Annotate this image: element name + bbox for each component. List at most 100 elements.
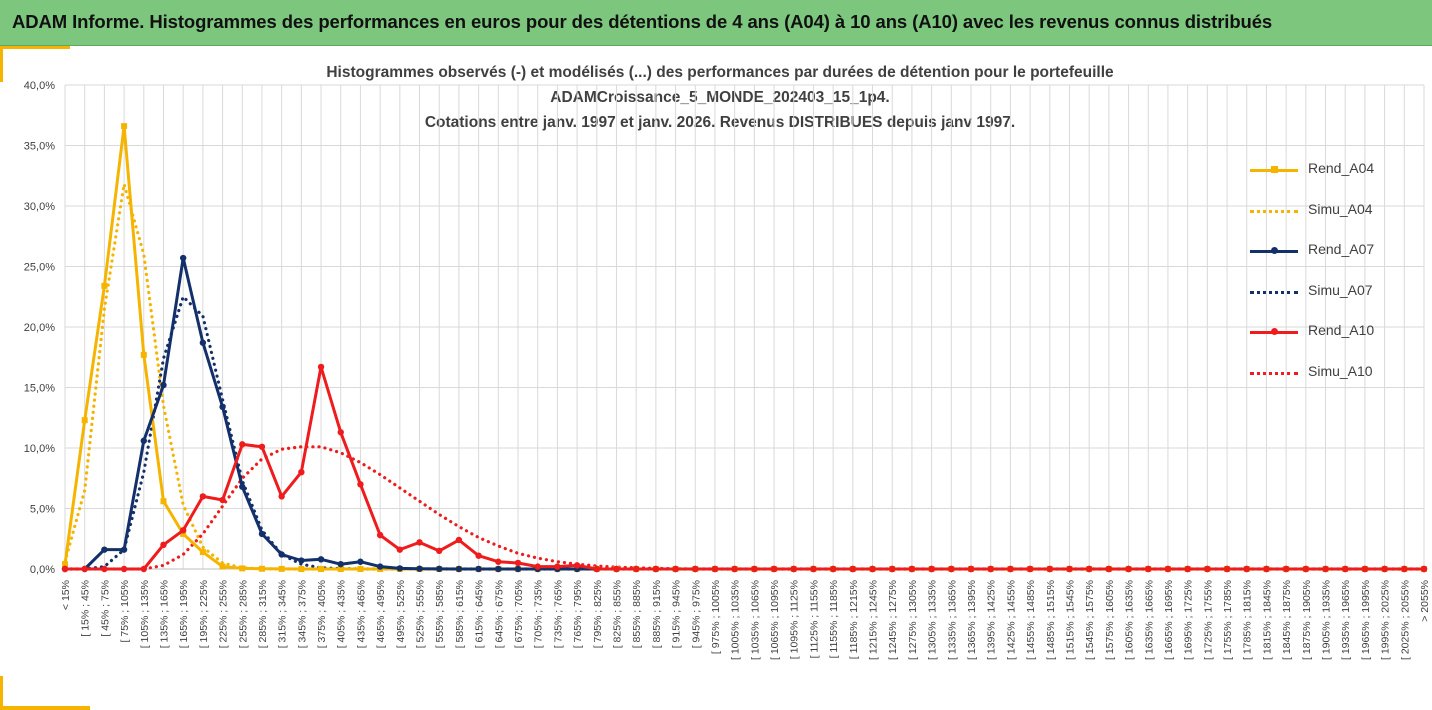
x-tick-label: [ 825% ; 855% (611, 580, 623, 648)
data-point-rend-a10 (731, 565, 738, 573)
series-line-rend-a04 (63, 124, 1426, 571)
x-tick-label: [ 1575% ; 1605% (1104, 580, 1116, 660)
x-tick-label: [ 1095% ; 1125% (789, 580, 801, 659)
x-tick-label: [ 915% ; 945% (671, 580, 683, 648)
data-point-rend-a10 (199, 493, 207, 500)
data-point-rend-a07 (416, 565, 423, 572)
data-point-rend-a10 (258, 443, 266, 450)
data-point-rend-a04 (160, 498, 167, 505)
data-point-rend-a10 (928, 565, 935, 573)
data-point-rend-a07 (317, 556, 325, 563)
x-tick-label: [ 2025% ; 2055% (1399, 580, 1411, 660)
legend-item: Simu_A10 (1238, 353, 1418, 394)
decorative-corner-top (0, 46, 70, 49)
data-point-rend-a10 (1184, 565, 1191, 573)
chart-title-line-2: ADAMCroissance_5_MONDE_202403_15_1p4. (550, 89, 890, 106)
x-tick-label: [ 615% ; 645% (474, 580, 486, 648)
y-tick-label: 10,0% (24, 443, 55, 455)
x-tick-label: [ 1245% ; 1275% (887, 580, 899, 660)
x-tick-label: [ 1005% ; 1035% (730, 580, 742, 660)
x-tick-label: [ 165% ; 195% (178, 580, 190, 648)
x-tick-label: [ 495% ; 525% (395, 580, 407, 648)
x-tick-label: [ 1635% ; 1665% (1143, 580, 1155, 660)
data-point-rend-a07 (436, 565, 443, 573)
x-tick-label: [ 1065% ; 1095% (769, 580, 781, 660)
data-point-rend-a07 (514, 565, 522, 573)
x-tick-label: [ 1905% ; 1935% (1321, 580, 1333, 660)
x-tick-label: [ 1785% ; 1815% (1242, 580, 1254, 660)
x-tick-label: [ 15% ; 45% (80, 580, 92, 637)
x-tick-label: [ 1425% ; 1455% (1005, 580, 1017, 660)
data-point-rend-a10 (120, 565, 128, 573)
data-point-rend-a10 (889, 565, 896, 573)
legend-marker (1271, 247, 1278, 254)
x-tick-label: [ 1395% ; 1425% (986, 580, 998, 660)
banner-title: ADAM Informe. Histogrammes des performan… (12, 11, 1273, 32)
x-tick-label: [ 345% ; 375% (296, 580, 308, 648)
data-point-rend-a07 (495, 565, 502, 573)
x-tick-label: [ 1515% ; 1545% (1064, 580, 1076, 660)
chart-legend: Rend_A04 Simu_A04 Rend_A07 Simu_A07 Rend_A10… (1238, 150, 1418, 393)
data-point-rend-a10 (1263, 565, 1270, 573)
data-point-rend-a07 (298, 557, 305, 564)
data-point-rend-a10 (1282, 565, 1290, 573)
data-point-rend-a10 (573, 562, 581, 569)
data-point-rend-a10 (534, 563, 541, 570)
x-tick-label: [ 1935% ; 1965% (1340, 580, 1352, 660)
x-tick-label: [ 1875% ; 1905% (1301, 580, 1313, 660)
x-tick-label: [ 1815% ; 1845% (1261, 580, 1273, 660)
data-point-rend-a07 (376, 563, 384, 570)
legend-marker (1271, 328, 1278, 335)
data-point-rend-a10 (829, 565, 837, 573)
decorative-corner-bottom-left (0, 676, 3, 710)
data-point-rend-a04 (318, 566, 325, 572)
data-point-rend-a07 (140, 437, 147, 444)
legend-item: Simu_A07 (1238, 272, 1418, 313)
x-tick-label: [ 1035% ; 1065% (749, 580, 761, 660)
x-tick-label: [ 1755% ; 1785% (1222, 580, 1234, 660)
data-point-rend-a10 (908, 565, 916, 573)
legend-item: Rend_A10 (1238, 312, 1418, 353)
legend-swatch (1250, 209, 1298, 213)
data-point-rend-a10 (1342, 565, 1349, 573)
data-point-rend-a10 (239, 441, 246, 448)
data-point-rend-a04 (258, 565, 265, 572)
data-point-rend-a10 (160, 541, 167, 548)
data-point-rend-a07 (101, 546, 108, 553)
data-point-rend-a10 (692, 565, 699, 573)
data-point-rend-a10 (475, 552, 482, 559)
x-tick-label: [ 1845% ; 1875% (1281, 580, 1293, 660)
data-point-rend-a10 (869, 565, 876, 573)
x-tick-label: [ 1695% ; 1725% (1183, 580, 1195, 660)
series-line-rend-a07 (63, 256, 1426, 571)
data-point-rend-a10 (751, 565, 758, 573)
data-point-rend-a04 (239, 565, 246, 572)
x-tick-label: [ 285% ; 315% (257, 580, 269, 648)
y-tick-label: 30,0% (24, 201, 55, 213)
legend-label: Simu_A04 (1308, 200, 1373, 217)
x-tick-label: [ 555% ; 585% (434, 580, 446, 648)
data-point-rend-a10 (1066, 565, 1073, 573)
x-tick-label: [ 1215% ; 1245% (868, 580, 880, 660)
x-tick-label: [ 375% ; 405% (316, 580, 328, 648)
x-tick-label: [ 135% ; 165% (158, 580, 170, 648)
x-tick-label: [ 675% ; 705% (513, 580, 525, 648)
legend-item: Rend_A04 (1238, 150, 1418, 191)
legend-swatch (1250, 290, 1298, 294)
data-point-rend-a07 (160, 381, 167, 389)
legend-item: Rend_A07 (1238, 231, 1418, 272)
data-point-rend-a10 (770, 565, 778, 573)
legend-label: Rend_A04 (1308, 160, 1375, 176)
data-point-rend-a10 (357, 481, 364, 488)
data-point-rend-a10 (593, 565, 600, 573)
x-tick-label: [ 1455% ; 1485% (1025, 580, 1037, 660)
data-point-rend-a10 (1401, 565, 1408, 573)
y-tick-label: 40,0% (24, 80, 55, 92)
x-tick-label: [ 315% ; 345% (277, 580, 289, 648)
data-point-rend-a10 (1243, 565, 1250, 573)
data-point-rend-a10 (436, 547, 443, 555)
data-point-rend-a10 (948, 565, 955, 573)
data-point-rend-a07 (120, 546, 128, 553)
x-tick-label: [ 1665% ; 1695% (1163, 580, 1175, 660)
data-point-rend-a10 (1302, 565, 1310, 573)
